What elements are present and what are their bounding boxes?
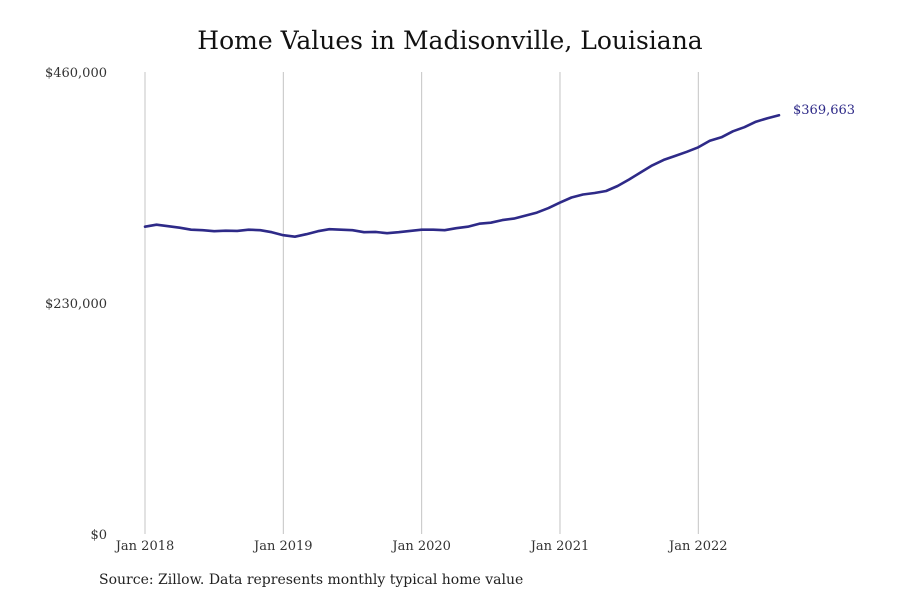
home-value-line [143, 113, 781, 238]
x-axis-labels: Jan 2018 Jan 2019 Jan 2020 Jan 2021 Jan 2022 [114, 539, 728, 554]
y-tick-label: $460,000 [45, 66, 107, 81]
x-tick-label: Jan 2020 [390, 539, 451, 554]
x-gridlines [144, 72, 699, 534]
y-tick-label: $230,000 [45, 297, 107, 312]
x-tick-label: Jan 2018 [114, 539, 175, 554]
chart-title: Home Values in Madisonville, Louisiana [197, 26, 703, 55]
end-value-label: $369,663 [793, 103, 855, 118]
source-note: Source: Zillow. Data represents monthly … [99, 572, 524, 588]
y-tick-label: $0 [90, 528, 107, 543]
x-tick-label: Jan 2022 [667, 539, 728, 554]
y-axis-labels: $0 $230,000 $460,000 [45, 66, 107, 543]
x-tick-label: Jan 2019 [252, 539, 313, 554]
x-tick-label: Jan 2021 [529, 539, 590, 554]
